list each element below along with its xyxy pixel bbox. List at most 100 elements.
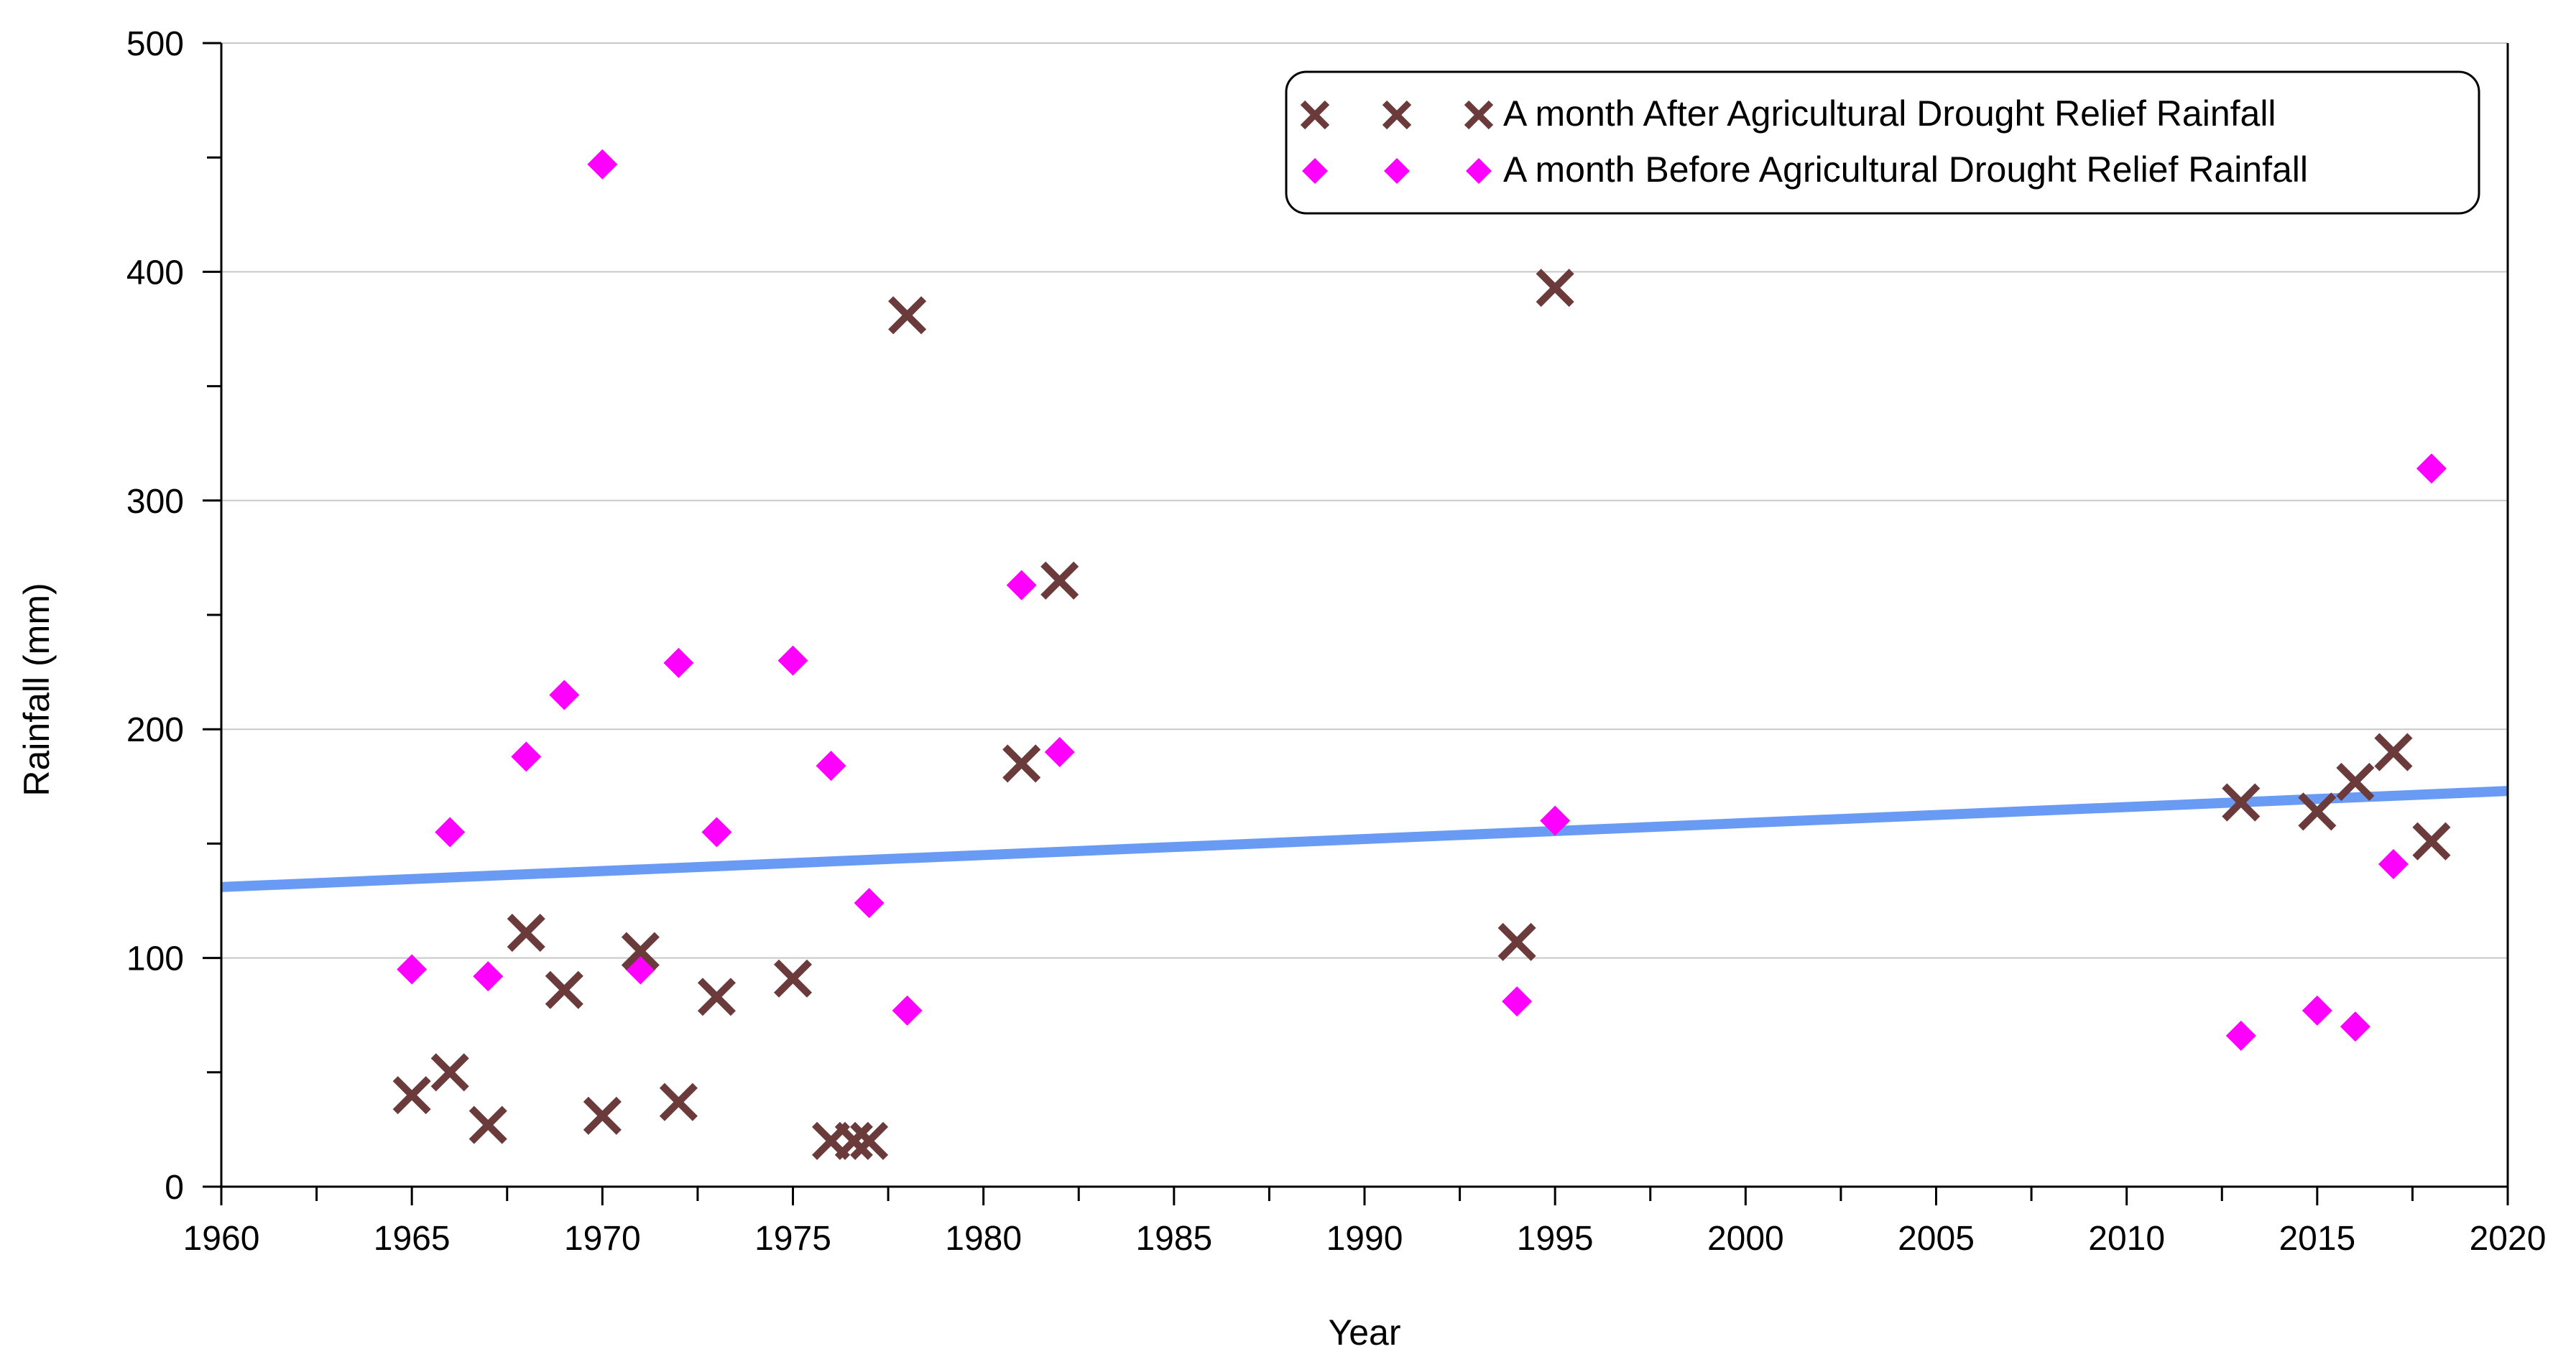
- point-after: [888, 296, 927, 335]
- x-tick-label: 1990: [1326, 1220, 1403, 1258]
- point-before: [549, 680, 580, 710]
- point-after: [507, 914, 545, 952]
- y-tick-label: 0: [165, 1169, 184, 1207]
- point-after: [697, 978, 736, 1016]
- trendline: [221, 786, 2508, 892]
- point-before: [435, 817, 466, 848]
- x-tick-label: 1965: [374, 1220, 451, 1258]
- legend-box: [1285, 70, 2480, 215]
- point-after: [1497, 922, 1536, 961]
- point-before: [1044, 737, 1075, 768]
- cross-stroke: [468, 1106, 507, 1144]
- x-tick-label: 2000: [1707, 1220, 1784, 1258]
- legend-marker-after: [1464, 100, 1494, 130]
- point-after: [621, 932, 660, 970]
- point-before: [2340, 1011, 2370, 1042]
- cross-stroke: [2374, 733, 2413, 771]
- cross-stroke: [1040, 561, 1079, 600]
- cross-stroke: [2222, 783, 2261, 822]
- legend-marker-before: [1466, 158, 1492, 184]
- point-before: [701, 817, 732, 848]
- point-after: [468, 1106, 507, 1144]
- point-before: [892, 995, 923, 1026]
- point-before: [1502, 986, 1533, 1017]
- point-after: [2412, 822, 2451, 861]
- point-before: [2302, 995, 2332, 1026]
- point-after: [659, 1083, 698, 1121]
- point-before: [854, 888, 885, 919]
- y-tick-label: 200: [126, 711, 184, 749]
- y-axis-title: Rainfall (mm): [17, 583, 57, 796]
- legend: A month After Agricultural Drought Relie…: [1285, 70, 2480, 215]
- point-after: [2374, 733, 2413, 771]
- point-after: [1536, 269, 1574, 307]
- point-after: [2222, 783, 2261, 822]
- x-axis-title: Year: [1328, 1312, 1400, 1353]
- legend-label-after: A month After Agricultural Drought Relie…: [1503, 93, 2276, 134]
- cross-stroke: [2412, 822, 2451, 861]
- point-after: [773, 959, 813, 998]
- y-tick-label: 300: [126, 483, 184, 521]
- point-before: [2378, 849, 2409, 880]
- point-after: [850, 1121, 889, 1160]
- legend-marker-after: [1300, 100, 1330, 130]
- ticks: 0 100 200 300 400 500 1960 1965 1970 1975 1980 1985…: [126, 25, 2546, 1258]
- y-tick-label: 400: [126, 254, 184, 292]
- x-tick-label: 1980: [945, 1220, 1022, 1258]
- point-after: [583, 1096, 622, 1135]
- x-tick-label: 1995: [1517, 1220, 1594, 1258]
- cross-stroke: [430, 1053, 469, 1092]
- cross-stroke: [697, 978, 736, 1016]
- cross-stroke: [773, 959, 813, 998]
- cross-stroke: [834, 1121, 873, 1160]
- cross-stroke: [583, 1096, 622, 1135]
- legend-label-before: A month Before Agricultural Drought Reli…: [1503, 149, 2308, 190]
- legend-marker-before: [1302, 158, 1328, 184]
- data-points: [392, 149, 2451, 1160]
- cross-stroke: [1300, 100, 1330, 130]
- cross-stroke: [659, 1083, 698, 1121]
- cross-stroke: [2298, 792, 2337, 831]
- x-tick-label: 2005: [1898, 1220, 1975, 1258]
- point-before: [663, 647, 694, 678]
- point-after: [834, 1121, 873, 1160]
- cross-stroke: [392, 1076, 431, 1115]
- cross-stroke: [507, 914, 545, 952]
- cross-stroke: [1382, 100, 1412, 130]
- legend-marker-after: [1382, 100, 1412, 130]
- point-after: [1040, 561, 1079, 600]
- legend-markers: [1300, 100, 1494, 184]
- cross-stroke: [1002, 744, 1041, 783]
- cross-stroke: [2336, 762, 2375, 801]
- trendline-layer: [221, 786, 2508, 892]
- x-tick-label: 2010: [2088, 1220, 2165, 1258]
- point-before: [473, 961, 504, 992]
- x-tick-label: 2020: [2470, 1220, 2547, 1258]
- x-tick-label: 1975: [754, 1220, 831, 1258]
- point-after: [392, 1076, 431, 1115]
- cross-stroke: [1536, 269, 1574, 307]
- y-tick-label: 100: [126, 940, 184, 978]
- point-after: [1002, 744, 1041, 783]
- point-before: [397, 954, 428, 985]
- y-tick-label: 500: [126, 25, 184, 63]
- cross-stroke: [1497, 922, 1536, 961]
- cross-stroke: [621, 932, 660, 970]
- cross-stroke: [888, 296, 927, 335]
- cross-stroke: [1464, 100, 1494, 130]
- gridlines: [221, 42, 2508, 959]
- point-after: [430, 1053, 469, 1092]
- point-after: [2298, 792, 2337, 831]
- legend-marker-before: [1384, 158, 1410, 184]
- point-before: [1006, 570, 1037, 601]
- x-tick-label: 1985: [1135, 1220, 1212, 1258]
- point-before: [2416, 453, 2447, 484]
- point-before: [511, 741, 542, 772]
- point-before: [587, 149, 618, 180]
- x-tick-label: 1960: [183, 1220, 260, 1258]
- point-before: [2225, 1020, 2256, 1051]
- point-after: [545, 970, 583, 1009]
- point-before: [777, 645, 808, 676]
- cross-stroke: [850, 1121, 889, 1160]
